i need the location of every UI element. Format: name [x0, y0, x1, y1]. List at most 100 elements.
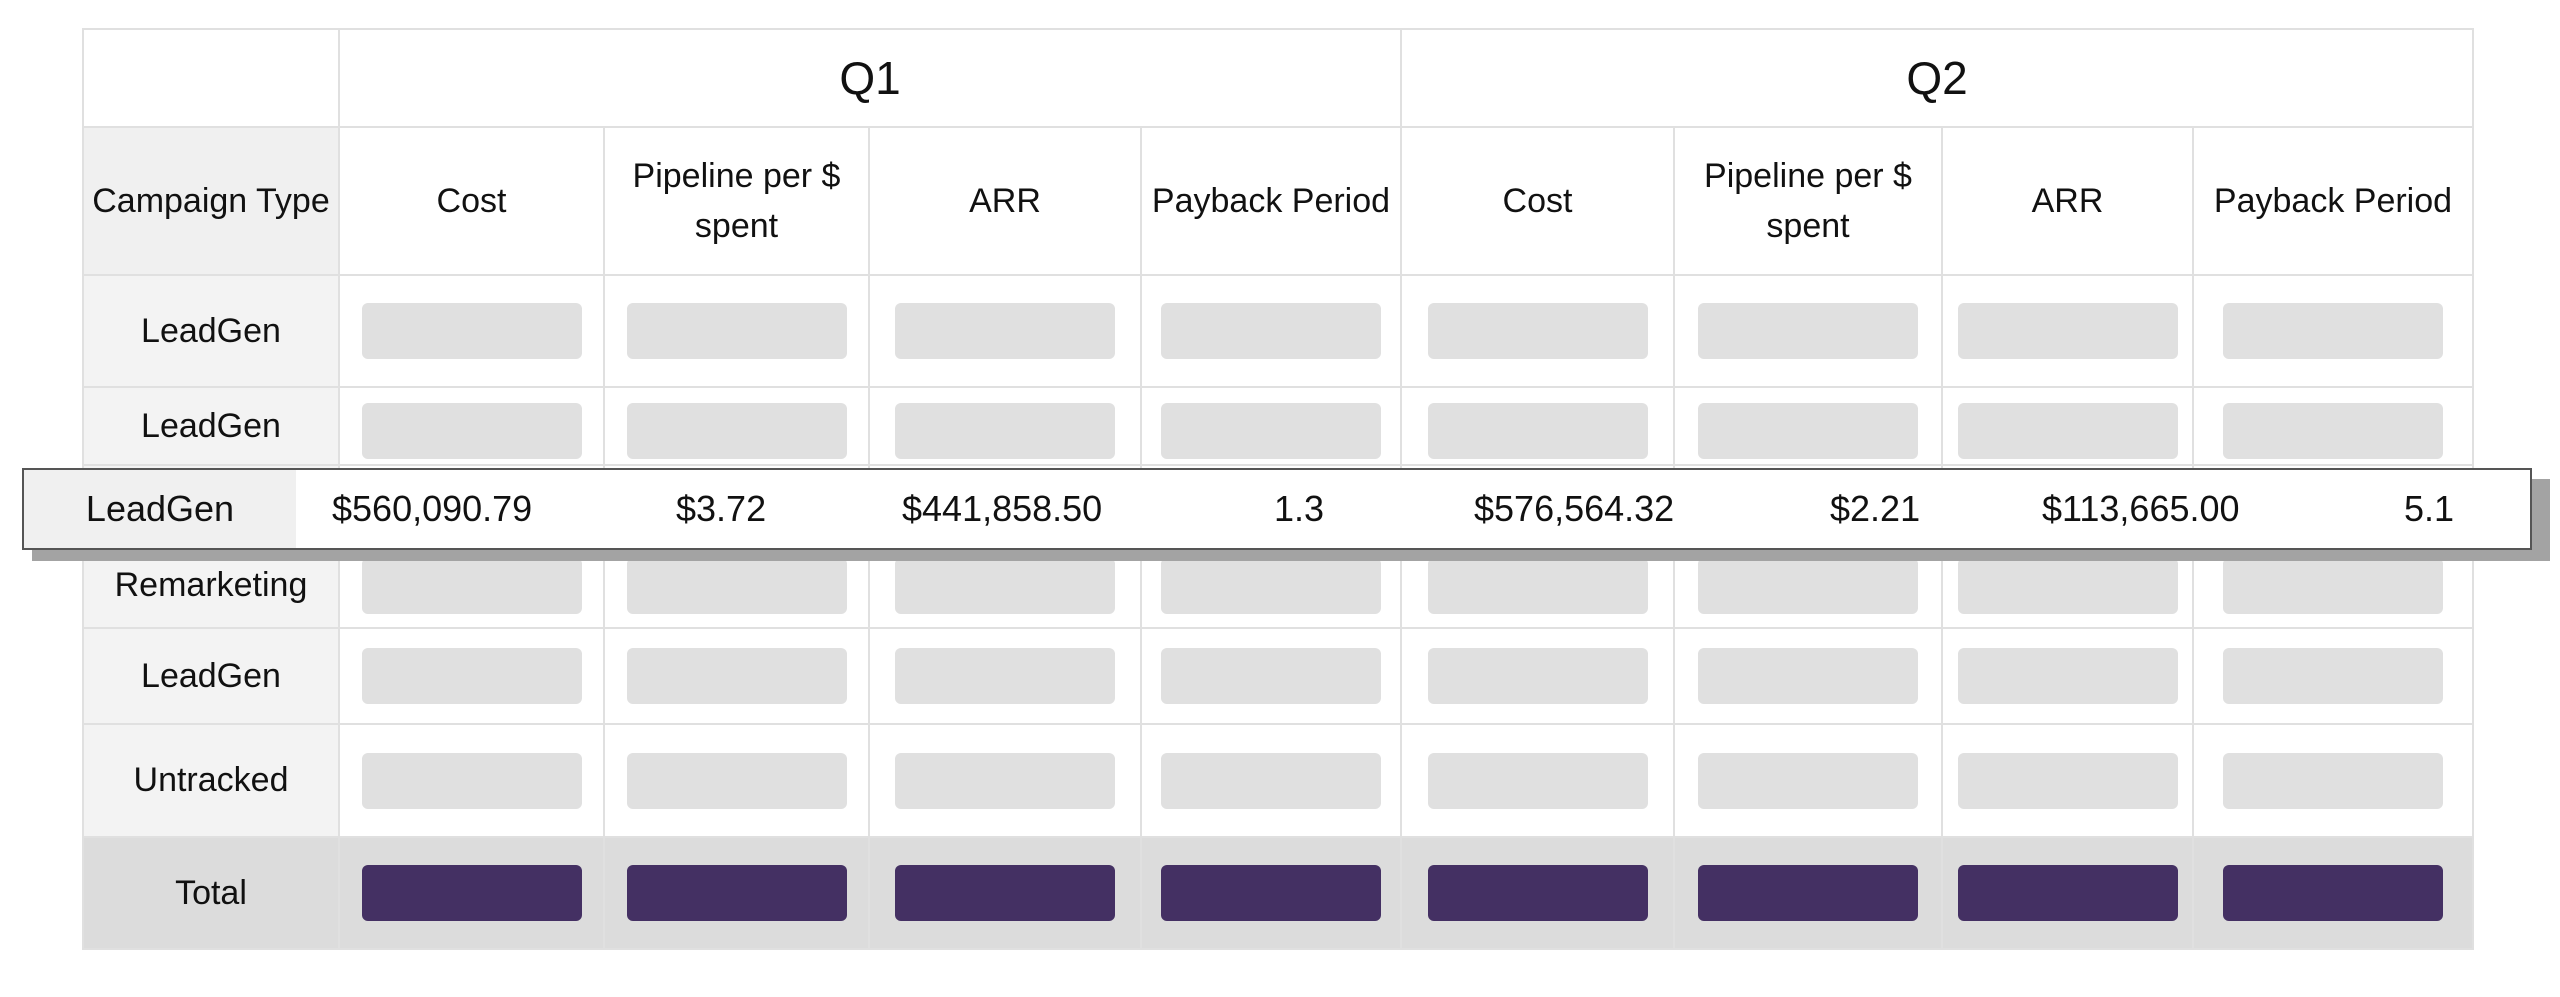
- placeholder-bar: [895, 752, 1115, 809]
- quarter-header-q2: Q2: [1400, 28, 2474, 128]
- placeholder-bar: [626, 303, 847, 359]
- table-cell: [1673, 627, 1943, 725]
- placeholder-bar: [1161, 648, 1381, 704]
- placeholder-bar: [361, 648, 582, 704]
- total-bar: [895, 865, 1115, 921]
- table-row: LeadGen: [82, 274, 2474, 388]
- placeholder-bar: [895, 403, 1115, 459]
- placeholder-bar: [2223, 557, 2443, 614]
- campaign-type-header: Campaign Type: [82, 126, 340, 276]
- placeholder-bar: [895, 303, 1115, 359]
- q2-cost-value: $576,564.32: [1474, 488, 1675, 529]
- placeholder-bar: [361, 557, 582, 614]
- table-cell: [1400, 723, 1675, 838]
- table-cell: [2192, 723, 2474, 838]
- table-row: LeadGen: [82, 627, 2474, 725]
- placeholder-bar: [626, 752, 847, 809]
- highlighted-row-label: LeadGen: [24, 470, 296, 548]
- table-row: Untracked: [82, 723, 2474, 838]
- placeholder-bar: [1427, 648, 1648, 704]
- total-row: Total: [82, 836, 2474, 950]
- placeholder-bar: [1161, 303, 1381, 359]
- table-cell: [2192, 274, 2474, 388]
- total-cell: [603, 836, 870, 950]
- placeholder-bar: [1698, 557, 1918, 614]
- total-cell: [2192, 836, 2474, 950]
- placeholder-bar: [1427, 403, 1648, 459]
- row-label: LeadGen: [82, 627, 340, 725]
- q1-arr-header: ARR: [868, 126, 1142, 276]
- table-cell: [1400, 274, 1675, 388]
- placeholder-bar: [1957, 303, 2178, 359]
- table-cell: [1140, 386, 1402, 466]
- placeholder-bar: [895, 648, 1115, 704]
- table-cell: [1140, 627, 1402, 725]
- placeholder-bar: [1957, 403, 2178, 459]
- placeholder-bar: [2223, 303, 2443, 359]
- total-label: Total: [82, 836, 340, 950]
- q1-pipeline-header: Pipeline per $ spent: [603, 126, 870, 276]
- q1-cost-value: $560,090.79: [332, 488, 533, 529]
- q1-cost-header: Cost: [338, 126, 605, 276]
- row-label: LeadGen: [82, 386, 340, 466]
- q2-pipeline-header: Pipeline per $ spent: [1673, 126, 1943, 276]
- placeholder-bar: [1698, 648, 1918, 704]
- row-label: LeadGen: [82, 274, 340, 388]
- total-bar: [1427, 865, 1648, 921]
- total-bar: [2223, 865, 2443, 921]
- table-cell: [1673, 386, 1943, 466]
- table-cell: [338, 627, 605, 725]
- placeholder-bar: [626, 403, 847, 459]
- table-cell: [868, 274, 1142, 388]
- placeholder-bar: [1427, 303, 1648, 359]
- total-bar: [1698, 865, 1918, 921]
- q2-payback-header: Payback Period: [2192, 126, 2474, 276]
- placeholder-bar: [2223, 752, 2443, 809]
- placeholder-bar: [1161, 752, 1381, 809]
- placeholder-bar: [1698, 752, 1918, 809]
- row-label: Untracked: [82, 723, 340, 838]
- table-cell: [2192, 386, 2474, 466]
- placeholder-bar: [626, 648, 847, 704]
- table-cell: [868, 627, 1142, 725]
- q1-pipeline-value: $3.72: [676, 488, 767, 529]
- total-cell: [338, 836, 605, 950]
- placeholder-bar: [1161, 557, 1381, 614]
- table-cell: [603, 627, 870, 725]
- table-row: LeadGen: [82, 386, 2474, 466]
- q2-arr-header: ARR: [1941, 126, 2194, 276]
- placeholder-bar: [1698, 303, 1918, 359]
- table-cell: [1673, 274, 1943, 388]
- table-cell: [603, 723, 870, 838]
- table-cell: [868, 723, 1142, 838]
- corner-cell: [82, 28, 340, 128]
- total-cell: [1140, 836, 1402, 950]
- table-cell: [1140, 723, 1402, 838]
- table-cell: [1941, 723, 2194, 838]
- placeholder-bar: [1957, 648, 2178, 704]
- total-cell: [1400, 836, 1675, 950]
- placeholder-bar: [361, 303, 582, 359]
- total-bar: [1957, 865, 2178, 921]
- table-cell: [1400, 627, 1675, 725]
- table-row: Remarketing: [82, 542, 2474, 629]
- table-cell: [603, 274, 870, 388]
- highlighted-row[interactable]: LeadGen $560,090.79 $3.72 $441,858.50 1.…: [22, 468, 2532, 550]
- placeholder-bar: [1427, 752, 1648, 809]
- placeholder-bar: [895, 557, 1115, 614]
- total-cell: [868, 836, 1142, 950]
- placeholder-bar: [1957, 752, 2178, 809]
- table-cell: [1941, 386, 2194, 466]
- placeholder-bar: [2223, 648, 2443, 704]
- placeholder-bar: [361, 752, 582, 809]
- q2-arr-value: $113,665.00: [2042, 488, 2240, 529]
- quarter-header-q1: Q1: [338, 28, 1402, 128]
- q2-pipeline-value: $2.21: [1830, 488, 1921, 529]
- placeholder-bar: [1161, 403, 1381, 459]
- q1-arr-value: $441,858.50: [902, 488, 1103, 529]
- q2-payback-value: 5.1: [2404, 488, 2455, 529]
- q1-payback-value: 1.3: [1274, 488, 1325, 529]
- table-cell: [603, 386, 870, 466]
- table-cell: [1400, 386, 1675, 466]
